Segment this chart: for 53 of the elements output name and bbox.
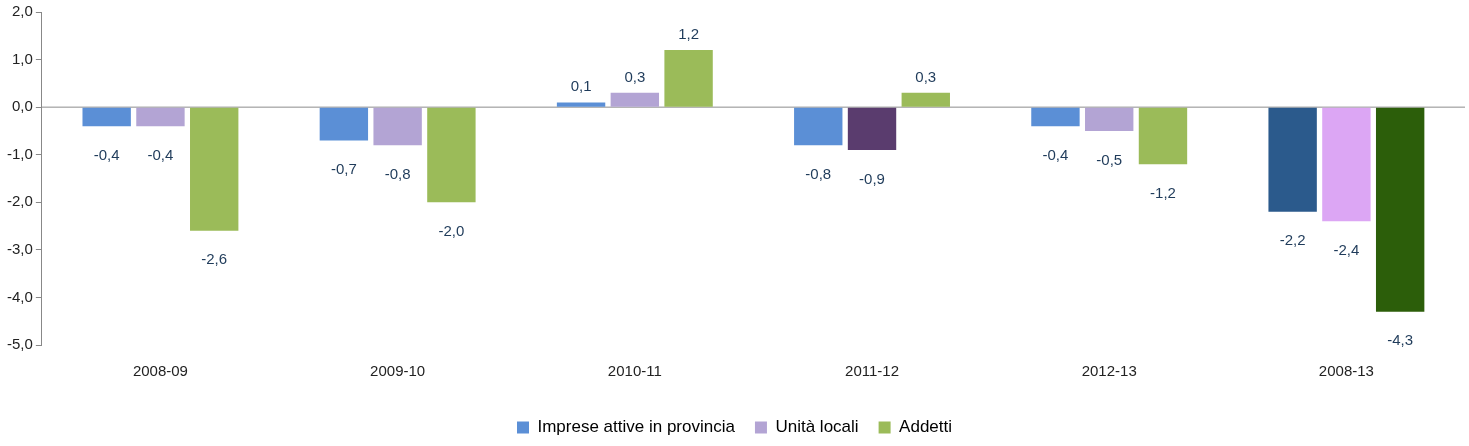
- y-tick-label: 1,0: [11, 49, 33, 67]
- data-label: 0,1: [570, 77, 592, 95]
- y-tick-label: -4,0: [6, 287, 33, 305]
- x-tick-label: 2011-12: [845, 362, 899, 380]
- legend-label: Addetti: [899, 417, 953, 437]
- data-label: -0,8: [384, 164, 411, 182]
- bar: [427, 107, 476, 203]
- data-label: -4,3: [1387, 331, 1414, 349]
- bar: [901, 92, 950, 107]
- data-label: -2,4: [1333, 240, 1360, 258]
- x-tick-label: 2009-10: [370, 362, 426, 380]
- legend-label: Imprese attive in provincia: [537, 417, 736, 437]
- legend-label: Unità locali: [775, 417, 859, 437]
- y-tick-label: 2,0: [11, 2, 33, 20]
- bar: [1375, 107, 1425, 312]
- data-label: -2,0: [438, 221, 465, 239]
- bar: [373, 107, 422, 146]
- bar: [82, 107, 131, 127]
- bar: [610, 92, 660, 107]
- bar: [664, 50, 713, 107]
- x-tick-label: 2012-13: [1081, 362, 1137, 380]
- data-label: -0,7: [330, 160, 357, 178]
- bar: [1031, 107, 1080, 127]
- bar: [136, 107, 185, 127]
- y-tick-label: -2,0: [6, 192, 33, 210]
- data-label: -0,5: [1096, 150, 1123, 168]
- data-label: -1,2: [1150, 183, 1176, 201]
- data-label: 1,2: [678, 24, 700, 42]
- x-tick-label: 2010-11: [607, 362, 662, 380]
- data-label: 0,3: [915, 67, 937, 85]
- data-label: 0,3: [624, 67, 646, 85]
- bar: [556, 102, 606, 107]
- y-tick-label: -1,0: [6, 144, 33, 162]
- bar: [190, 107, 239, 231]
- bar: [847, 107, 897, 150]
- data-label: -0,4: [1042, 145, 1069, 163]
- bar: [1322, 107, 1371, 222]
- y-tick-label: 0,0: [11, 97, 33, 115]
- data-label: -0,8: [805, 164, 832, 182]
- y-tick-label: -5,0: [6, 335, 33, 353]
- bar: [1268, 107, 1317, 212]
- bar: [319, 107, 369, 141]
- data-label: -2,6: [201, 250, 228, 268]
- bar: [1138, 107, 1188, 165]
- data-label: -0,4: [93, 145, 120, 163]
- data-label: -0,4: [147, 145, 174, 163]
- bar: [794, 107, 843, 146]
- bar: [1085, 107, 1134, 131]
- x-tick-label: 2008-09: [132, 362, 188, 380]
- data-label: -0,9: [859, 169, 885, 187]
- x-tick-label: 2008-13: [1318, 362, 1374, 380]
- y-tick-label: -3,0: [6, 240, 33, 257]
- data-label: -2,2: [1279, 231, 1306, 249]
